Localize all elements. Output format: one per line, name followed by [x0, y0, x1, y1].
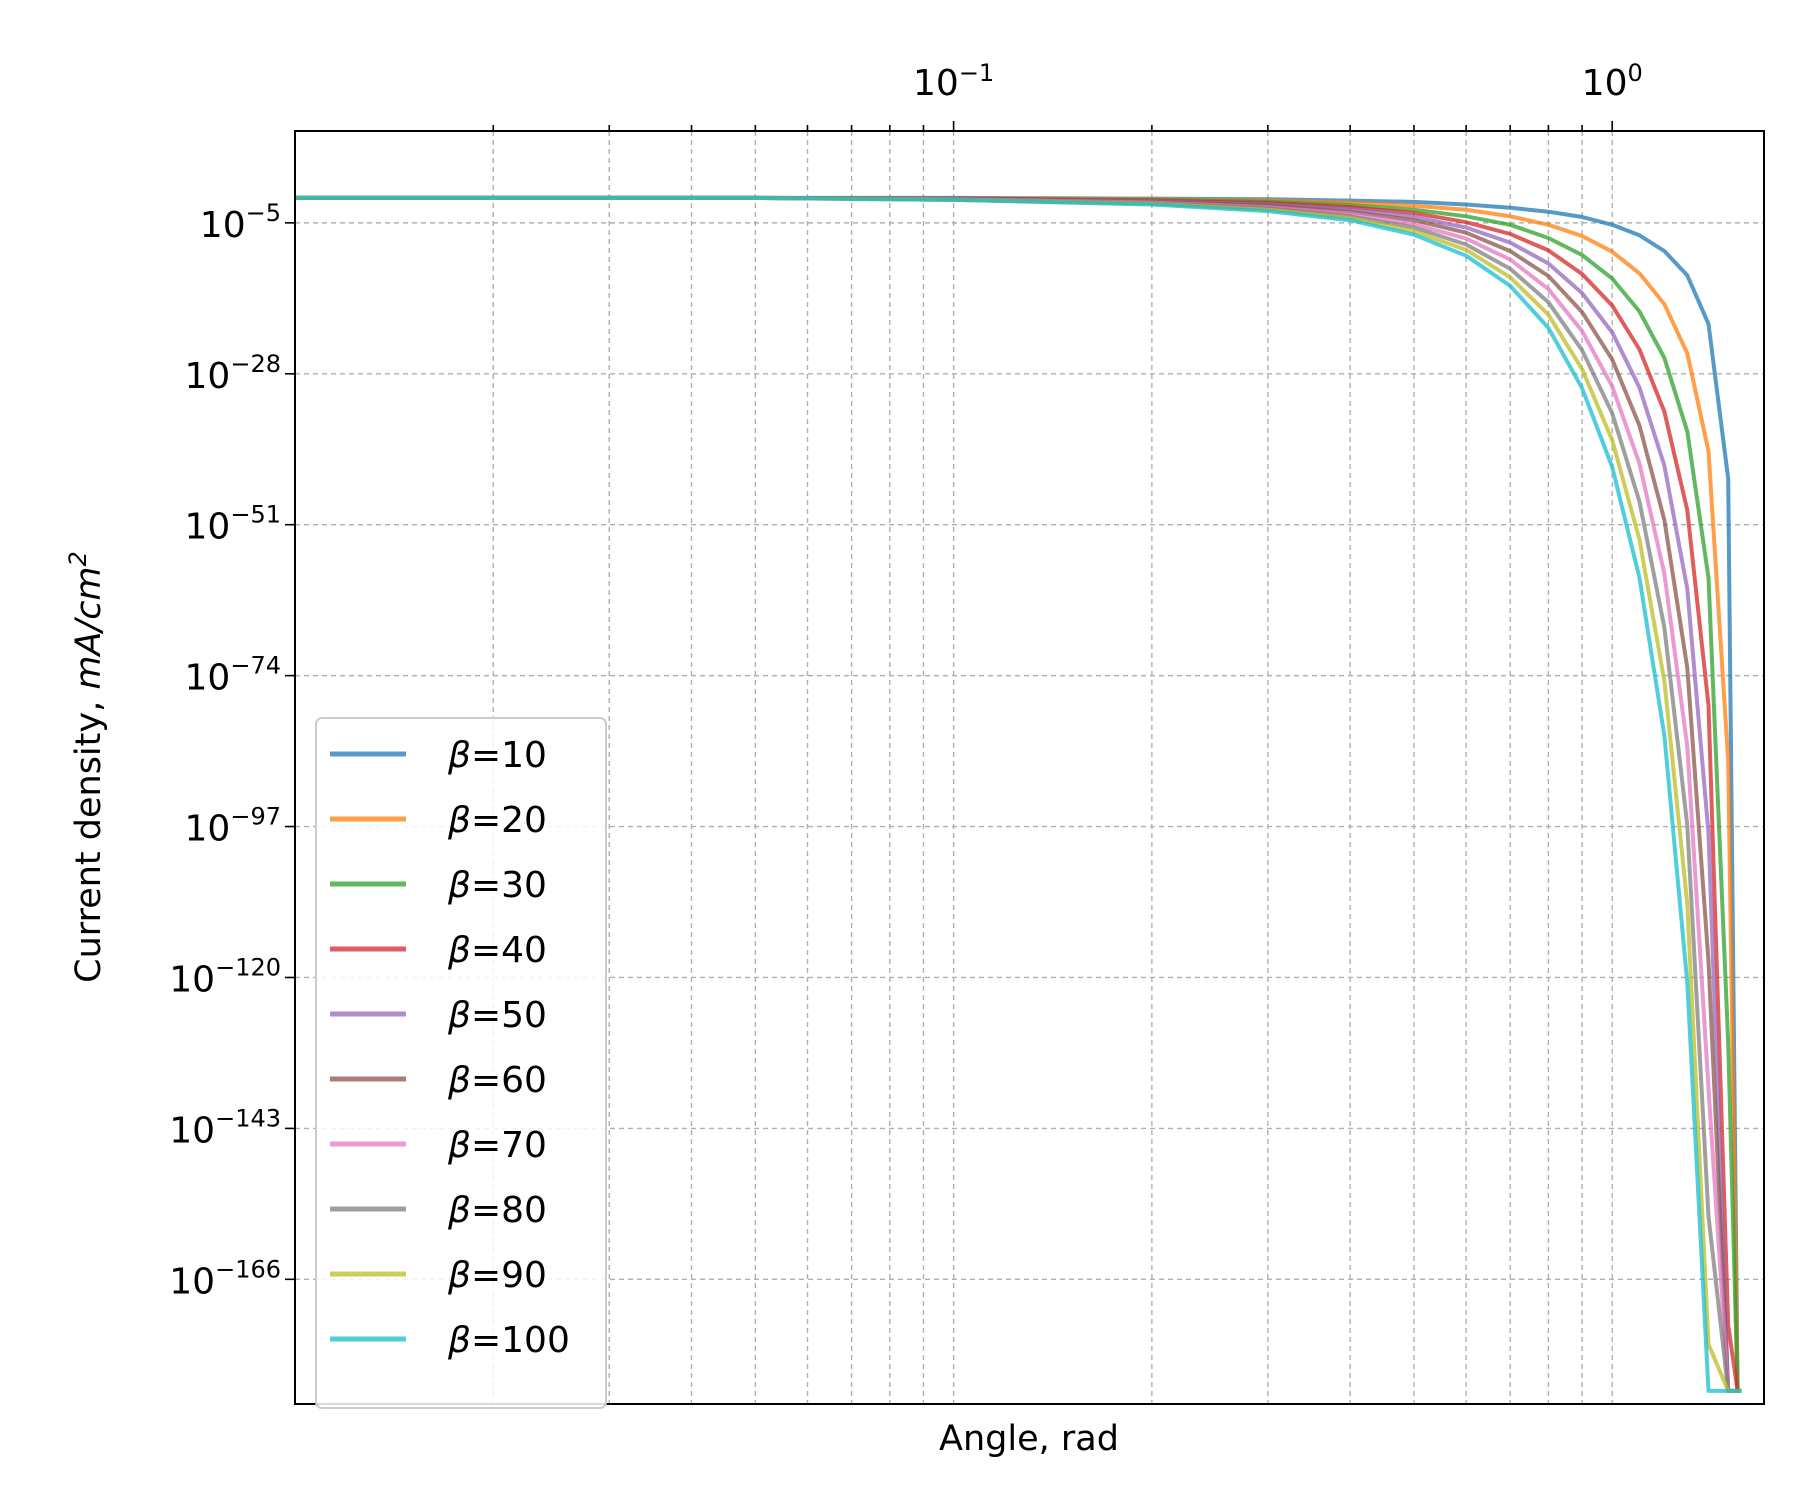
y-tick-label: 10−97	[185, 803, 281, 850]
ticks-layer: 10−1 100 10−5 10−28 10−51 10−74 10−97 10−120 10−…	[169, 59, 1643, 1302]
legend-label: β=30	[447, 865, 547, 906]
x-tick-label: 100	[1582, 59, 1643, 104]
legend-label: β=40	[447, 930, 547, 971]
legend: β=10 β=20 β=30 β=40 β=50 β=60 β=70 β=80 β=90 β=10…	[315, 717, 607, 1409]
legend-label: β=70	[447, 1125, 547, 1166]
series-layer	[295, 195, 1744, 1393]
y-axis-label-unit-sup: 2	[64, 551, 92, 566]
x-axis-label: Angle, rad	[939, 1419, 1119, 1459]
y-tick-label: 10−74	[185, 652, 281, 699]
y-tick-label: 10−166	[169, 1255, 281, 1302]
series-line-beta-100	[295, 195, 1744, 1393]
legend-label: β=20	[447, 800, 547, 841]
y-tick-label: 10−5	[200, 199, 281, 246]
plot-frame	[294, 130, 1765, 1405]
y-axis-label-prefix: Current density,	[69, 690, 109, 983]
legend-label: β=60	[447, 1060, 547, 1101]
legend-label: β=80	[447, 1190, 547, 1231]
y-tick-label: 10−51	[185, 501, 281, 548]
legend-label: β=10	[447, 735, 547, 776]
legend-label: β=100	[447, 1320, 570, 1361]
x-tick-label: 10−1	[913, 59, 994, 104]
y-tick-label: 10−120	[169, 953, 281, 1000]
y-axis-label-unit: mA/cm	[69, 566, 109, 689]
legend-box	[315, 717, 607, 1409]
legend-label: β=90	[447, 1255, 547, 1296]
y-axis-label: Current density, mA/cm2	[64, 551, 109, 983]
labels-layer: Angle, rad Current density, mA/cm2	[64, 551, 1119, 1459]
y-tick-label: 10−28	[185, 350, 281, 397]
legend-label: β=50	[447, 995, 547, 1036]
y-tick-label: 10−143	[169, 1104, 281, 1151]
